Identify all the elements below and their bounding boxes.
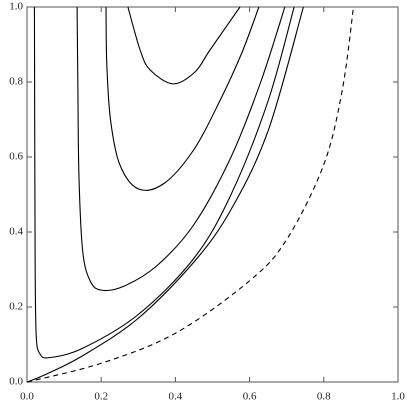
plot-frame <box>26 6 399 383</box>
y-tick-label: 1.0 <box>9 1 23 13</box>
contour-line <box>33 6 295 359</box>
y-tick-label: 0.8 <box>9 76 23 88</box>
x-tick-label: 0.0 <box>20 391 34 403</box>
y-tick-label: 0.4 <box>9 226 23 238</box>
x-tick-label: 1.0 <box>391 391 405 403</box>
x-tick-label: 0.6 <box>243 391 257 403</box>
y-tick-label: 0.6 <box>9 151 23 163</box>
x-tick-label: 0.4 <box>169 391 183 403</box>
x-tick-label: 0.8 <box>317 391 331 403</box>
contour-line <box>26 6 304 383</box>
x-tick-label: 0.2 <box>94 391 108 403</box>
y-tick-label: 0.0 <box>9 376 23 388</box>
y-tick-label: 0.2 <box>9 301 23 313</box>
contour-line <box>127 6 241 85</box>
contour-line <box>76 6 286 292</box>
contour-line <box>105 6 260 191</box>
contour-line <box>26 6 355 383</box>
